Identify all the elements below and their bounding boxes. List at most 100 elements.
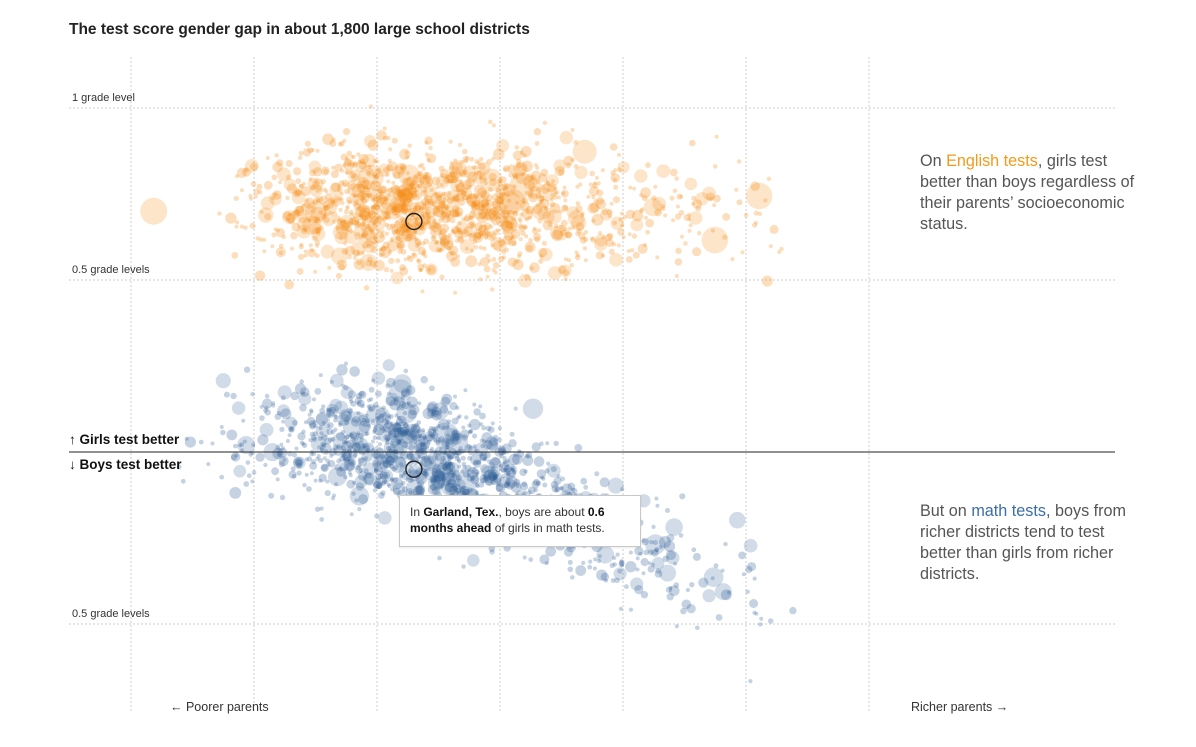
english-dot (377, 220, 381, 225)
english-dot (278, 250, 284, 255)
english-dot (316, 231, 321, 236)
english-dot (304, 140, 311, 147)
math-dot (487, 465, 501, 479)
math-dot (350, 416, 361, 427)
math-dot (427, 473, 446, 492)
english-dot (575, 205, 583, 213)
english-dot (470, 202, 488, 220)
english-dot (387, 158, 392, 163)
english-dot (297, 155, 303, 160)
english-dot (413, 223, 426, 236)
garland-math-point[interactable] (405, 460, 423, 478)
english-dot (482, 231, 487, 236)
math-dot (277, 385, 292, 400)
english-dot (595, 175, 599, 180)
garland-english-point[interactable] (405, 212, 423, 231)
math-dot (431, 467, 442, 478)
math-dot (393, 429, 406, 441)
math-dot (320, 441, 326, 447)
english-dot (501, 249, 507, 255)
english-dot (331, 219, 337, 224)
english-dot (367, 164, 372, 169)
english-dot (324, 189, 329, 194)
math-dot (404, 423, 422, 442)
math-dot (384, 458, 391, 464)
math-dot (396, 416, 402, 421)
math-dot (280, 446, 285, 451)
math-dot (338, 422, 343, 427)
english-dot (630, 248, 635, 253)
tooltip-text-2: , boys are about (498, 505, 588, 519)
math-dot (669, 585, 680, 596)
english-dot (447, 213, 454, 220)
english-dot (459, 239, 475, 254)
english-dot (258, 237, 264, 242)
english-dot (582, 246, 588, 251)
math-dot (752, 610, 757, 615)
math-dot (376, 482, 383, 490)
english-dot (419, 206, 424, 211)
math-dot (594, 471, 600, 477)
english-dot (355, 181, 364, 189)
math-dot (445, 445, 451, 450)
math-dot (371, 448, 376, 453)
english-dot (434, 240, 439, 245)
english-dot (503, 185, 508, 190)
english-dot (575, 184, 580, 189)
english-dot (307, 217, 312, 223)
math-dot (401, 390, 408, 397)
english-dot (447, 189, 460, 202)
english-dot (401, 229, 414, 242)
english-dot (334, 231, 348, 245)
math-dot (438, 471, 444, 476)
math-dot (536, 469, 547, 479)
english-dot (395, 185, 410, 200)
math-dot (198, 439, 204, 445)
english-dot (438, 165, 445, 172)
english-dot (402, 177, 409, 184)
math-dot (679, 493, 686, 500)
math-dot (440, 472, 449, 481)
math-dot (505, 481, 510, 486)
english-dot (405, 192, 414, 201)
math-dot (324, 490, 331, 497)
english-dot (392, 217, 418, 243)
math-dot (318, 478, 323, 483)
english-dot (476, 160, 481, 165)
math-dot (336, 431, 345, 441)
english-dots (140, 104, 784, 295)
math-dot (417, 446, 423, 452)
math-tests-highlight: math tests (971, 502, 1046, 520)
english-dot (451, 205, 460, 214)
english-dot (384, 215, 389, 220)
math-dot (485, 425, 492, 432)
english-dot (361, 222, 366, 227)
english-dot (409, 190, 417, 199)
math-dot (289, 427, 294, 432)
math-dot (408, 464, 422, 478)
math-dot (393, 454, 398, 459)
english-dot (468, 233, 474, 238)
english-dot (285, 160, 293, 167)
math-dot (301, 429, 306, 434)
math-dot (453, 474, 462, 483)
english-dot (372, 172, 377, 177)
english-dot (316, 217, 321, 222)
math-dot (720, 589, 732, 601)
math-dot (452, 489, 459, 496)
math-dot (457, 459, 462, 464)
english-dot (322, 199, 338, 215)
english-dot (276, 228, 280, 233)
math-dot (334, 464, 341, 471)
math-dot (444, 482, 457, 496)
english-dot (575, 222, 585, 232)
math-dot (479, 412, 486, 420)
english-dot (537, 206, 551, 220)
math-dot (403, 368, 409, 374)
english-dot (442, 201, 447, 206)
english-dot (488, 173, 497, 181)
math-dot (641, 538, 646, 543)
math-dot (497, 426, 502, 431)
english-dot (453, 290, 458, 295)
math-dot (290, 466, 296, 472)
